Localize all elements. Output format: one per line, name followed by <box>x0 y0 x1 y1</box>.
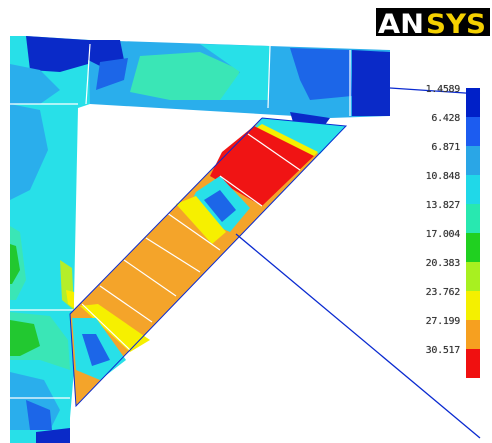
legend-swatch <box>466 320 480 349</box>
beam-darkblue-end <box>352 50 390 116</box>
legend-label: 6.428 <box>431 113 460 124</box>
column-lower-green <box>10 320 40 356</box>
beam-cyan-center <box>200 44 270 100</box>
deformed-outline-brace <box>235 233 481 439</box>
legend-label: 17.004 <box>425 229 461 240</box>
legend-label: 13.827 <box>425 200 461 211</box>
beam-blue-left <box>96 58 128 90</box>
brace-top-cyan <box>248 118 346 154</box>
legend-label: 30.517 <box>425 345 461 356</box>
logo-text-sys: SYS <box>426 9 486 36</box>
legend-label: 20.383 <box>425 258 461 269</box>
column-yellow-spot <box>66 290 74 308</box>
legend-label: 23.762 <box>425 287 461 298</box>
logo-text-an: AN <box>378 9 424 36</box>
column-green-left <box>10 244 20 284</box>
beam-aqua <box>130 52 240 100</box>
legend-swatch <box>466 146 480 175</box>
brace-lower-yellow <box>80 304 150 352</box>
legend-swatch <box>466 262 480 291</box>
vertical-member <box>10 36 90 443</box>
brace-joint-blue <box>204 190 236 222</box>
brace-lower-blue <box>82 334 110 366</box>
beam-darkblue-left <box>88 40 124 66</box>
contour-legend: 1.4589 6.428 6.871 10.848 13.827 17.004 20.383… <box>398 84 492 378</box>
model-geometry <box>10 36 481 443</box>
column-lightblue-mid <box>10 104 48 200</box>
diagonal-brace <box>69 117 348 408</box>
legend-swatch <box>466 204 480 233</box>
column-lightblue-top <box>10 64 60 104</box>
legend-label: 27.199 <box>425 316 461 327</box>
legend-label: 10.848 <box>425 171 461 182</box>
column-blue-top <box>26 36 88 72</box>
legend-label: 1.4589 <box>425 84 461 95</box>
brace-outline <box>69 117 348 408</box>
legend-swatch <box>466 175 480 204</box>
column-bottom-blue <box>26 400 52 430</box>
brace-joint-yellow <box>176 196 226 244</box>
column-bottom-darkblue <box>36 428 70 443</box>
brace-red <box>210 126 314 206</box>
legend-swatch <box>466 88 480 117</box>
legend-swatch <box>466 233 480 262</box>
legend-label: 6.871 <box>431 142 460 153</box>
horizontal-member <box>85 40 390 140</box>
legend-swatch <box>466 349 480 378</box>
legend-swatch <box>466 291 480 320</box>
ansys-logo: AN SYS <box>376 8 490 36</box>
deformed-outline-top <box>389 87 481 95</box>
beam-blue-right <box>290 48 352 100</box>
legend-swatch <box>466 117 480 146</box>
